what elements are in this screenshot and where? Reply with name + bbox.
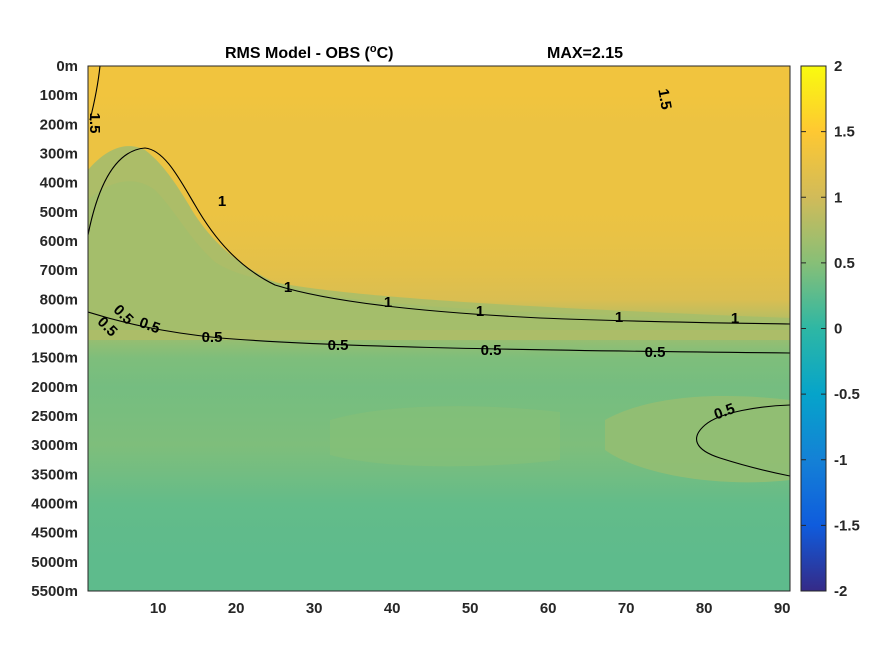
plot-frame xyxy=(87,65,791,592)
contour-label: 1.5 xyxy=(654,87,674,110)
y-tick-label: 100m xyxy=(40,87,78,104)
title-text: RMS Model - OBS ( xyxy=(225,45,371,62)
heatmap-band xyxy=(88,124,790,154)
x-tick-label: 70 xyxy=(618,600,635,617)
x-axis-labels: 10 20 30 40 50 60 70 80 90 xyxy=(150,600,791,617)
colorbar-tick-label: 0 xyxy=(834,321,842,338)
y-tick-label: 2000m xyxy=(31,379,78,396)
y-tick-label: 1500m xyxy=(31,350,78,367)
heatmap-band xyxy=(88,474,790,504)
contour-label: 0.5 xyxy=(645,344,666,361)
x-tick-label: 10 xyxy=(150,600,167,617)
contour-line-1.5-left xyxy=(89,66,101,121)
x-tick-label: 80 xyxy=(696,600,713,617)
y-tick-label: 4500m xyxy=(31,525,78,542)
heatmap-region-low-core xyxy=(88,181,790,330)
y-tick-label: 5000m xyxy=(31,554,78,571)
x-tick-label: 60 xyxy=(540,600,557,617)
contour-label: 0.5 xyxy=(712,400,737,423)
contour-label: 0.5 xyxy=(328,337,349,354)
y-tick-label: 0m xyxy=(56,58,78,75)
y-tick-label: 1000m xyxy=(31,321,78,338)
y-tick-label: 300m xyxy=(40,146,78,163)
y-axis-labels: 0m 100m 200m 300m 400m 500m 600m 700m 800m 1000m 1… xyxy=(31,58,78,600)
heatmap-band xyxy=(88,182,790,213)
heatmap-region-deep-warm xyxy=(605,396,790,483)
colorbar-tick-label: 0.5 xyxy=(834,255,855,272)
y-tick-label: 200m xyxy=(40,116,78,133)
y-tick-label: 5500m xyxy=(31,583,78,600)
title-superscript: o xyxy=(370,43,377,55)
contour-label: 1 xyxy=(384,294,392,311)
colorbar-tick-label: -1 xyxy=(834,452,847,469)
contour-label: 1 xyxy=(284,279,292,296)
contour-line-1 xyxy=(88,147,790,325)
y-tick-label: 3500m xyxy=(31,466,78,483)
contour-label: 1 xyxy=(218,193,226,210)
y-tick-label: 500m xyxy=(40,204,78,221)
y-tick-label: 4000m xyxy=(31,496,78,513)
heatmap-band xyxy=(88,153,790,184)
contour-label: 1 xyxy=(615,309,623,326)
chart-title: RMS Model - OBS (oC) xyxy=(225,43,394,62)
contour-label: 1 xyxy=(476,303,484,320)
y-tick-label: 2500m xyxy=(31,408,78,425)
colorbar-tick-label: -2 xyxy=(834,583,847,600)
colorbar-tick-label: 1.5 xyxy=(834,124,855,141)
heatmap-band xyxy=(88,532,790,563)
x-tick-label: 50 xyxy=(462,600,479,617)
x-tick-label: 90 xyxy=(774,600,791,617)
heatmap-band xyxy=(88,357,790,388)
contour-label: 0.5 xyxy=(202,329,223,346)
colorbar-tick-label: -1.5 xyxy=(834,517,860,534)
heatmap-band xyxy=(88,95,790,125)
x-tick-label: 20 xyxy=(228,600,245,617)
title-unit: C) xyxy=(377,45,394,62)
x-tick-label: 30 xyxy=(306,600,323,617)
colorbar-tick-label: 1 xyxy=(834,189,842,206)
contour-label: 0.5 xyxy=(481,342,502,359)
heatmap-plot-area xyxy=(88,66,790,591)
colorbar-tick-label: -0.5 xyxy=(834,386,860,403)
y-tick-label: 3000m xyxy=(31,437,78,454)
contour-label: 0.5 xyxy=(137,314,162,337)
y-tick-label: 800m xyxy=(40,291,78,308)
max-label: MAX=2.15 xyxy=(547,45,623,62)
heatmap-band xyxy=(88,503,790,534)
contour-label: 1 xyxy=(731,310,739,327)
y-tick-label: 700m xyxy=(40,262,78,279)
y-tick-label: 600m xyxy=(40,233,78,250)
x-tick-label: 40 xyxy=(384,600,401,617)
contour-label: 1.5 xyxy=(86,113,103,134)
heatmap-band xyxy=(88,561,790,591)
y-tick-label: 400m xyxy=(40,175,78,192)
colorbar-tick-label: 2 xyxy=(834,58,842,75)
heatmap-band xyxy=(88,66,790,96)
colorbar-ticks: 2 1.5 1 0.5 0 -0.5 -1 -1.5 -2 xyxy=(801,58,860,600)
heatmap-region-mid xyxy=(330,406,560,467)
contour-line-0.5-deep xyxy=(696,404,790,477)
contour-line-0.5 xyxy=(88,311,790,354)
